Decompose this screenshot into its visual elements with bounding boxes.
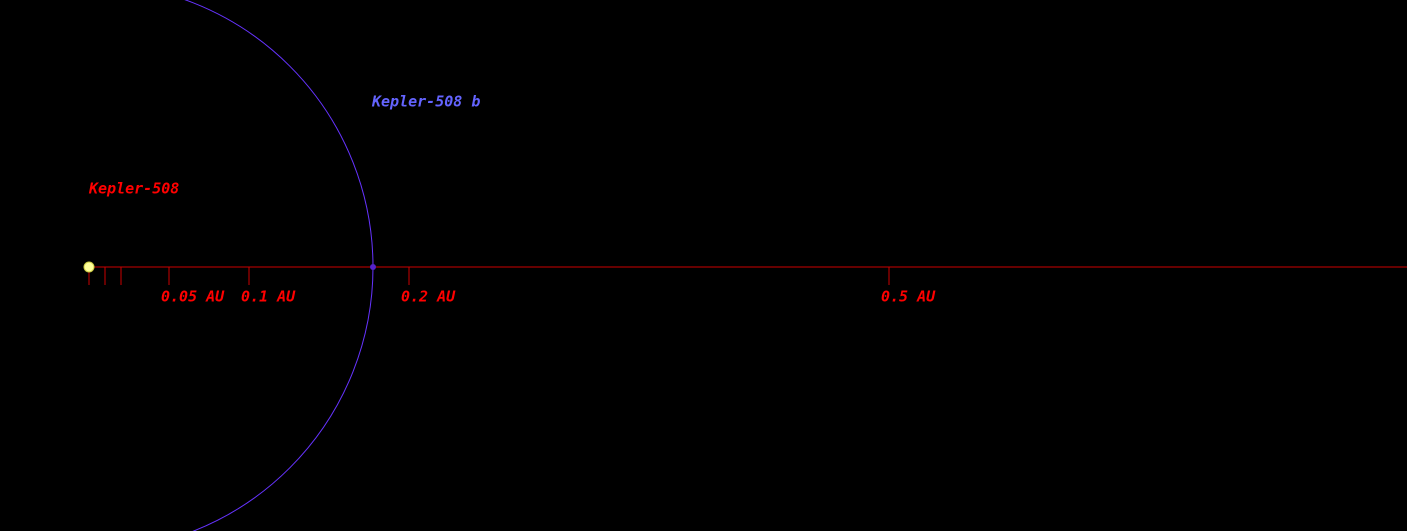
star-label: Kepler-508	[88, 180, 179, 198]
planet-orbit	[184, 0, 374, 531]
star	[83, 261, 95, 273]
planet-label: Kepler-508 b	[371, 93, 480, 111]
tick-label: 0.05 AU	[161, 288, 225, 306]
tick-label: 0.2 AU	[401, 288, 456, 306]
tick-label: 0.1 AU	[241, 288, 296, 306]
tick-label: 0.5 AU	[881, 288, 936, 306]
planet	[370, 264, 376, 270]
